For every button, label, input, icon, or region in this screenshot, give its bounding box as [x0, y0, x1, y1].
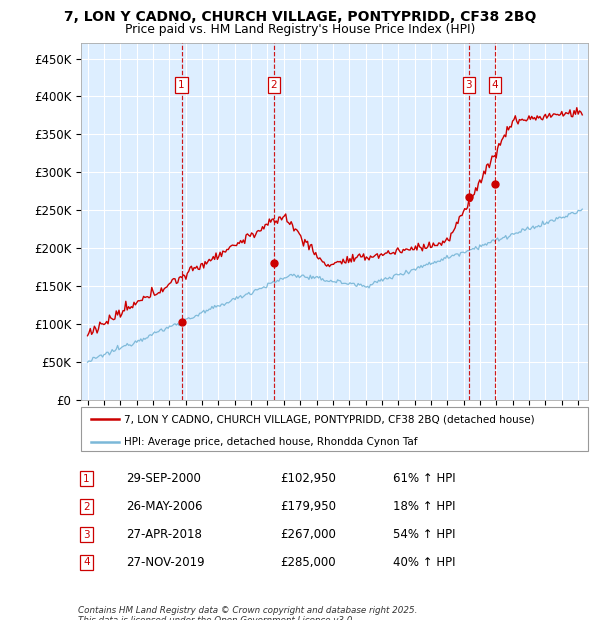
Text: 40% ↑ HPI: 40% ↑ HPI [393, 556, 455, 569]
Text: 61% ↑ HPI: 61% ↑ HPI [393, 472, 455, 485]
Text: 29-SEP-2000: 29-SEP-2000 [127, 472, 201, 485]
Text: Price paid vs. HM Land Registry's House Price Index (HPI): Price paid vs. HM Land Registry's House … [125, 23, 475, 36]
Text: £267,000: £267,000 [280, 528, 336, 541]
Text: 7, LON Y CADNO, CHURCH VILLAGE, PONTYPRIDD, CF38 2BQ (detached house): 7, LON Y CADNO, CHURCH VILLAGE, PONTYPRI… [124, 414, 535, 424]
Text: Contains HM Land Registry data © Crown copyright and database right 2025.: Contains HM Land Registry data © Crown c… [78, 606, 418, 615]
Text: 1: 1 [178, 80, 185, 90]
Text: 3: 3 [83, 529, 89, 539]
Text: 7, LON Y CADNO, CHURCH VILLAGE, PONTYPRIDD, CF38 2BQ: 7, LON Y CADNO, CHURCH VILLAGE, PONTYPRI… [64, 10, 536, 24]
Text: 27-NOV-2019: 27-NOV-2019 [127, 556, 205, 569]
Text: 2: 2 [83, 502, 89, 512]
FancyBboxPatch shape [81, 407, 588, 451]
Text: 1: 1 [83, 474, 89, 484]
Text: 3: 3 [466, 80, 472, 90]
Text: 2: 2 [271, 80, 277, 90]
Text: £285,000: £285,000 [280, 556, 336, 569]
Text: 54% ↑ HPI: 54% ↑ HPI [393, 528, 455, 541]
Text: 4: 4 [83, 557, 89, 567]
Text: HPI: Average price, detached house, Rhondda Cynon Taf: HPI: Average price, detached house, Rhon… [124, 436, 418, 446]
Text: This data is licensed under the Open Government Licence v3.0.: This data is licensed under the Open Gov… [78, 616, 355, 620]
Text: 18% ↑ HPI: 18% ↑ HPI [393, 500, 455, 513]
Text: 27-APR-2018: 27-APR-2018 [127, 528, 202, 541]
Text: £179,950: £179,950 [280, 500, 336, 513]
Text: 26-MAY-2006: 26-MAY-2006 [127, 500, 203, 513]
Text: £102,950: £102,950 [280, 472, 336, 485]
Text: 4: 4 [491, 80, 498, 90]
